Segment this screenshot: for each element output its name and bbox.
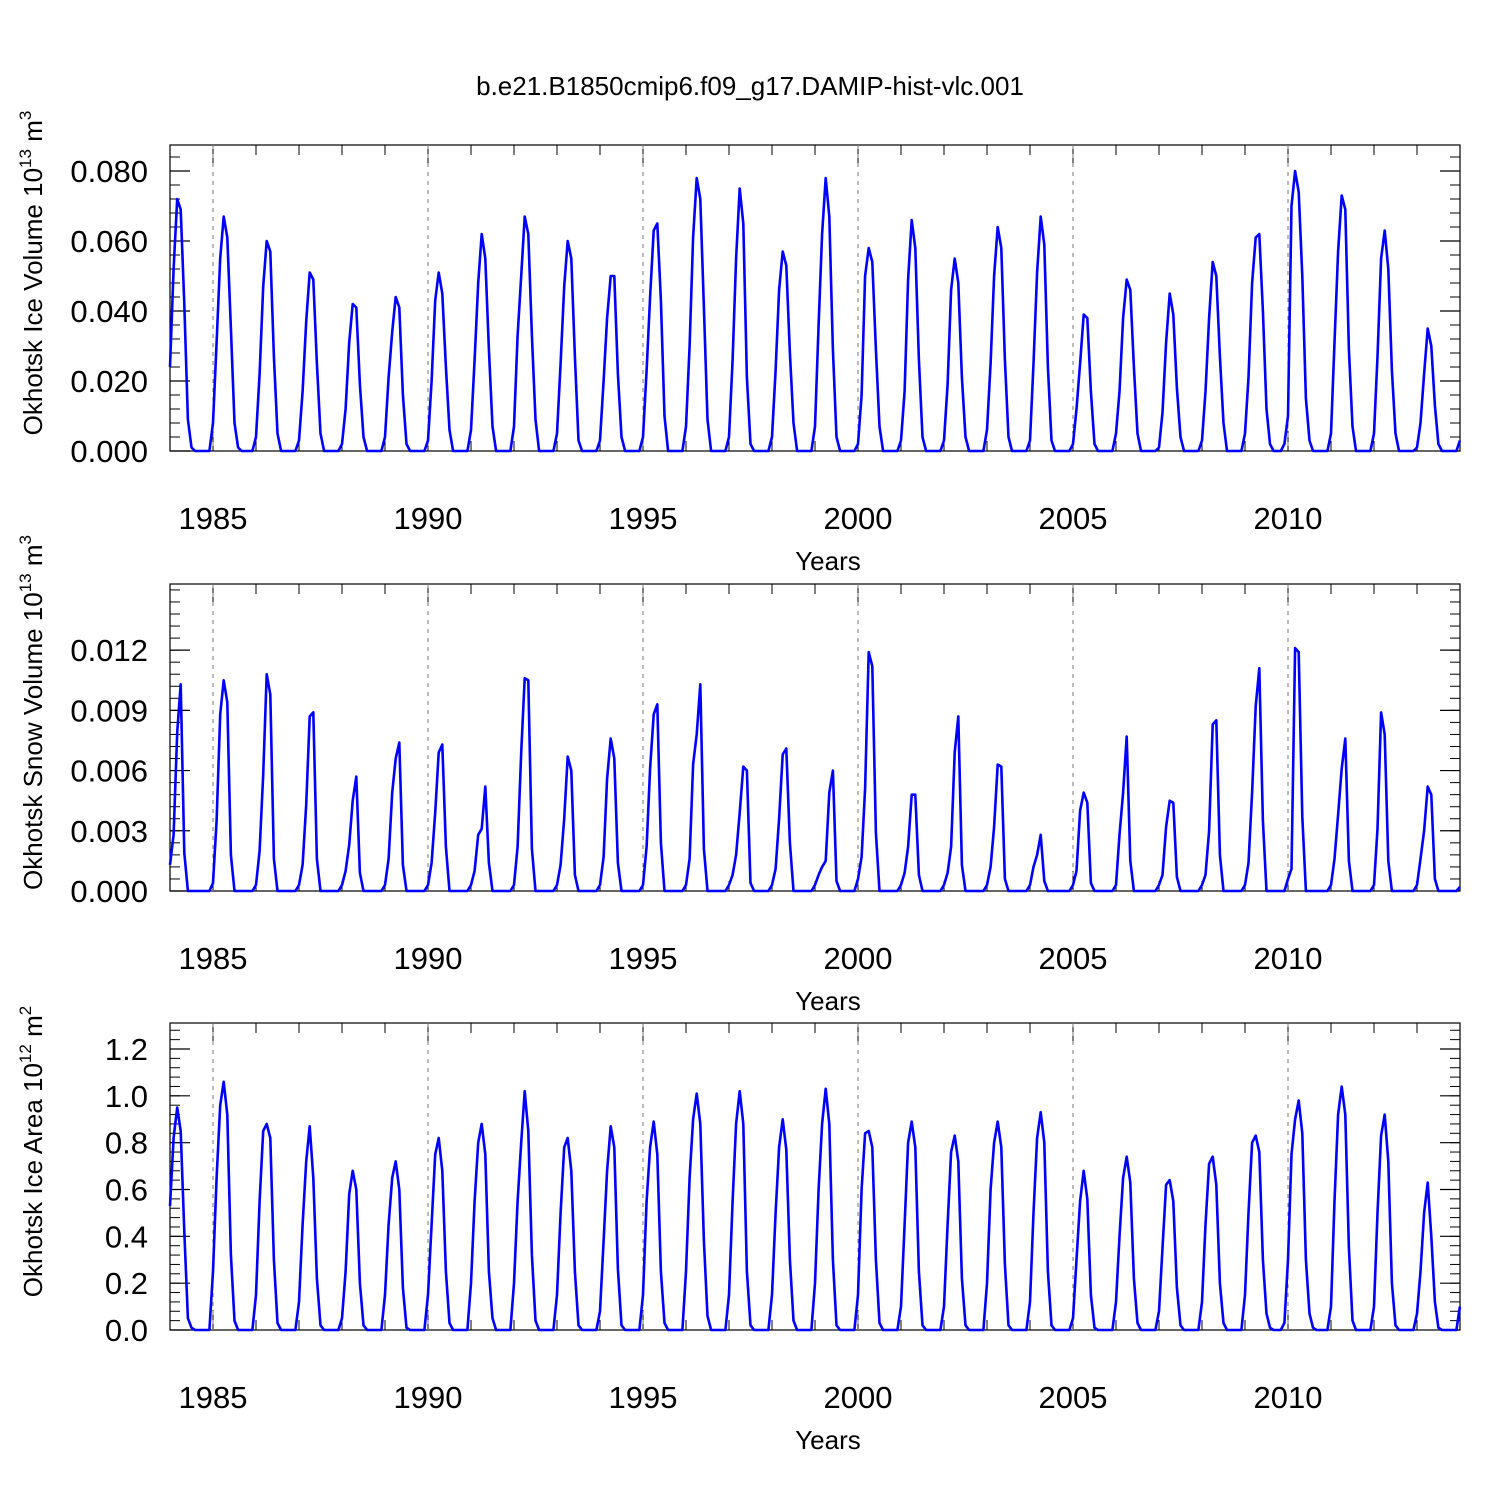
y-tick-label: 1.2 (105, 1032, 148, 1067)
x-tick-label: 1985 (179, 501, 248, 536)
x-tick-label: 2005 (1039, 941, 1108, 976)
y-tick-label: 0.020 (70, 364, 148, 399)
y-tick-label: 0.003 (70, 814, 148, 849)
y-axis-label-text: Okhotsk Snow Volume 10 (18, 592, 48, 890)
x-tick-label: 1985 (179, 1380, 248, 1415)
x-tick-label: 1990 (394, 1380, 463, 1415)
y-axis-label-text: Okhotsk Ice Area 10 (18, 1063, 48, 1297)
y-axis-label-unit-exponent: 3 (16, 111, 35, 120)
x-tick-label: 1995 (609, 501, 678, 536)
y-tick-label: 0.012 (70, 633, 148, 668)
x-tick-label: 1995 (609, 941, 678, 976)
x-tick-label: 1985 (179, 941, 248, 976)
series-line (168, 169, 1462, 453)
y-axis-label-unit-exponent: 2 (16, 1006, 35, 1015)
x-tick-label: 2005 (1039, 501, 1108, 536)
y-tick-label: 0.080 (70, 154, 148, 189)
y-tick-label: 0.009 (70, 693, 148, 728)
x-tick-label: 2010 (1254, 1380, 1323, 1415)
panel-3: 0.0 0.2 0.4 0.6 0.8 1.0 1.2 1985 1990 1995 2000 200… (16, 1006, 1462, 1455)
panel-2: 0.000 0.003 0.006 0.009 0.012 1985 1990 1995 200… (16, 535, 1461, 1016)
plot-frame (169, 583, 1461, 892)
y-axis-label: Okhotsk Ice Area 1012 m2 (16, 1006, 48, 1297)
y-axis-label-unit: m (18, 120, 48, 149)
chart-title: b.e21.B1850cmip6.f09_g17.DAMIP-hist-vlc.… (476, 71, 1024, 101)
y-axis-label-unit: m (18, 1015, 48, 1044)
y-tick-label: 0.060 (70, 224, 148, 259)
x-tick-label: 1995 (609, 1380, 678, 1415)
y-axis-label-unit: m (18, 544, 48, 573)
series-line (168, 1080, 1462, 1332)
y-axis-label: Okhotsk Ice Volume 1013 m3 (16, 111, 48, 436)
x-tick-label: 1990 (394, 501, 463, 536)
x-axis-label: Years (795, 1425, 861, 1455)
y-axis-label-exponent: 12 (16, 1044, 35, 1063)
y-tick-label: 0.006 (70, 754, 148, 789)
x-axis-label: Years (795, 986, 861, 1016)
x-axis-label: Years (795, 546, 861, 576)
y-axis-label-exponent: 13 (16, 573, 35, 592)
x-tick-label: 2000 (824, 941, 893, 976)
y-tick-label: 0.4 (105, 1219, 148, 1254)
x-tick-label: 2010 (1254, 941, 1323, 976)
y-axis-label-text: Okhotsk Ice Volume 10 (18, 168, 48, 435)
x-tick-label: 2010 (1254, 501, 1323, 536)
x-tick-label: 1990 (394, 941, 463, 976)
y-tick-label: 0.000 (70, 434, 148, 469)
x-tick-label: 2005 (1039, 1380, 1108, 1415)
x-tick-label: 2000 (824, 1380, 893, 1415)
y-tick-label: 0.0 (105, 1313, 148, 1348)
y-axis-label-unit-exponent: 3 (16, 535, 35, 544)
y-axis-label: Okhotsk Snow Volume 1013 m3 (16, 535, 48, 890)
y-tick-label: 0.000 (70, 874, 148, 909)
y-tick-label: 1.0 (105, 1079, 148, 1114)
y-axis-label-exponent: 13 (16, 149, 35, 168)
x-tick-label: 2000 (824, 501, 893, 536)
y-tick-label: 0.040 (70, 294, 148, 329)
y-tick-label: 0.6 (105, 1173, 148, 1208)
y-tick-label: 0.2 (105, 1266, 148, 1301)
series-line (168, 646, 1461, 893)
y-tick-label: 0.8 (105, 1126, 148, 1161)
panel-1: 0.000 0.020 0.040 0.060 0.080 1985 1990 1995 200… (16, 111, 1462, 576)
